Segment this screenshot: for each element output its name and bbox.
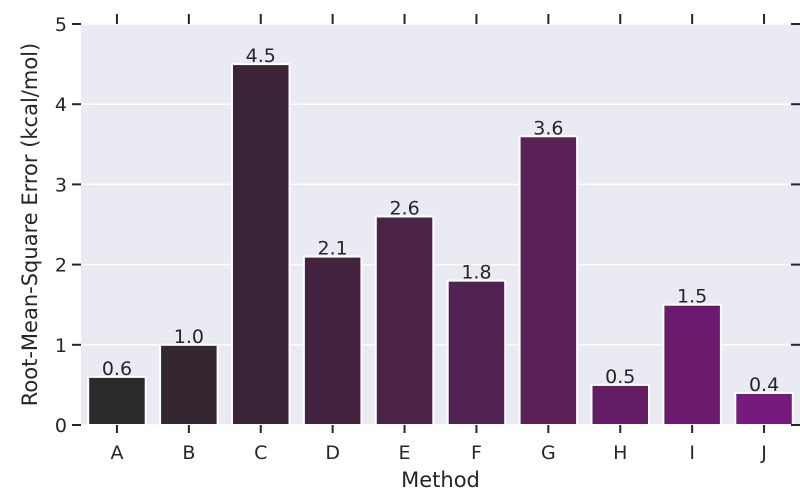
bars — [87, 63, 794, 427]
bar-value-label: 2.1 — [318, 238, 348, 260]
bar — [734, 391, 794, 427]
bar-value-label: 1.8 — [461, 262, 491, 284]
bar — [590, 383, 651, 426]
bar-value-label: 2.6 — [389, 197, 419, 219]
tick-labels: 0 1 2 3 4 5 A B C D E F G H I J — [55, 14, 767, 464]
bar-value-label: 4.5 — [246, 45, 276, 67]
bar-value-label: 0.4 — [749, 374, 779, 396]
bar — [87, 375, 147, 427]
x-tick-label: B — [182, 442, 195, 464]
bar — [374, 215, 435, 426]
bar-value-label: 1.0 — [174, 326, 204, 348]
x-tick-label: C — [254, 442, 267, 464]
data-labels: 0.6 1.0 4.5 2.1 2.6 1.8 3.6 0.5 1.5 0.4 — [102, 45, 779, 396]
x-tick-label: H — [613, 442, 627, 464]
bar — [302, 255, 363, 426]
x-tick-label: D — [325, 442, 340, 464]
x-tick-label: F — [471, 442, 482, 464]
bar-value-label: 1.5 — [677, 286, 707, 308]
x-tick-label: E — [399, 442, 411, 464]
bar — [159, 343, 219, 426]
x-axis-label: Method — [401, 468, 480, 492]
y-tick-label: 0 — [55, 415, 67, 437]
x-tick-label: J — [760, 442, 767, 464]
x-tick-label: I — [689, 442, 695, 464]
bar — [446, 279, 507, 427]
y-tick-label: 4 — [55, 94, 67, 116]
y-axis-label: Root-Mean-Square Error (kcal/mol) — [18, 43, 42, 406]
ticks — [72, 14, 800, 433]
bar-value-label: 0.5 — [605, 366, 635, 388]
x-tick-label: G — [541, 442, 556, 464]
y-tick-label: 5 — [55, 14, 67, 36]
bar-value-label: 0.6 — [102, 358, 132, 380]
bar-value-label: 3.6 — [533, 117, 563, 139]
bar — [662, 303, 722, 427]
y-tick-label: 3 — [55, 174, 67, 196]
bar — [230, 63, 291, 426]
y-tick-label: 1 — [55, 335, 67, 357]
y-tick-label: 2 — [55, 255, 67, 277]
bar — [518, 135, 579, 426]
x-tick-label: A — [110, 442, 123, 464]
